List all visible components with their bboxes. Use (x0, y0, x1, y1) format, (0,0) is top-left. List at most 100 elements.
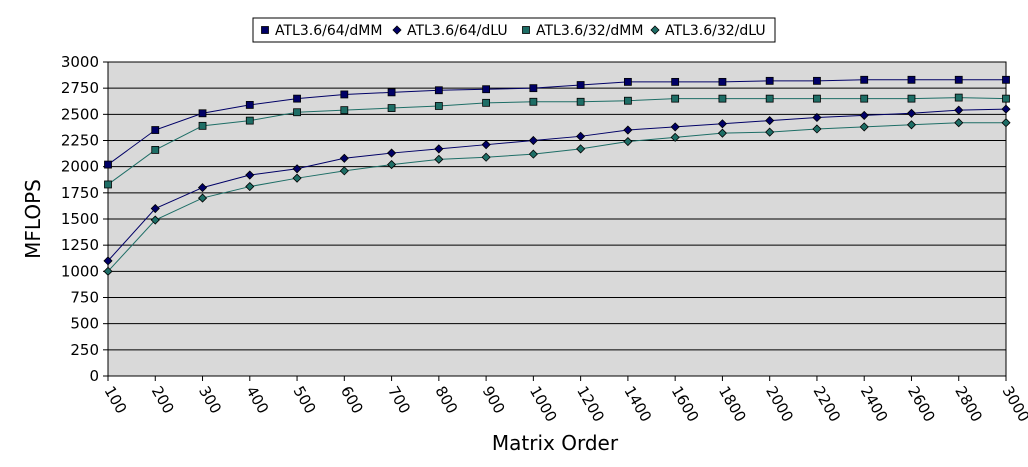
data-point (245, 170, 255, 180)
data-point (1001, 118, 1011, 128)
data-point (197, 193, 208, 203)
x-tick-label: 2400 (857, 383, 892, 425)
series-line (107, 108, 1007, 262)
x-tick-label: 400 (242, 383, 272, 417)
data-point (198, 109, 207, 118)
legend-label: ATL3.6/32/dMM (536, 23, 643, 39)
data-point (812, 112, 822, 123)
data-point (765, 116, 775, 126)
data-point (623, 136, 633, 147)
data-point (481, 152, 491, 162)
x-tick-label: 2200 (809, 383, 844, 425)
data-point (481, 140, 491, 150)
data-point (292, 173, 302, 183)
data-point (150, 215, 160, 225)
data-point (670, 122, 680, 132)
data-point (340, 90, 349, 99)
x-tick-label: 1200 (573, 383, 608, 425)
data-point (150, 203, 160, 214)
data-point (292, 164, 302, 174)
legend-box (252, 17, 776, 43)
data-point (576, 81, 585, 89)
y-tick-label: 1750 (61, 184, 99, 202)
data-point (765, 94, 774, 103)
x-tick-label: 500 (290, 383, 320, 417)
data-point (293, 94, 301, 103)
x-tick-label: 2000 (762, 383, 797, 425)
data-point (245, 181, 255, 192)
legend: ATL3.6/64/dMM ATL3.6/64/dLU ATL3.6/32/dMM A… (252, 17, 776, 43)
y-tick-label: 2750 (61, 79, 99, 97)
data-point (623, 77, 632, 86)
x-tick-label: 3000 (999, 383, 1028, 425)
legend-label: ATL3.6/64/dMM (275, 23, 382, 39)
y-tick-label: 750 (70, 289, 99, 307)
data-point (104, 180, 112, 189)
data-point (671, 77, 680, 86)
x-tick-label: 600 (337, 383, 367, 417)
data-point (434, 154, 444, 164)
x-tick-label: 1400 (620, 383, 655, 425)
data-point (104, 160, 112, 169)
x-tick-label: 800 (431, 383, 461, 417)
x-tick-label: 1600 (668, 383, 703, 425)
data-point (859, 122, 869, 132)
data-point (245, 101, 254, 109)
data-point (1002, 94, 1010, 103)
data-point (717, 128, 727, 138)
data-point (340, 106, 349, 115)
data-point (387, 88, 396, 97)
data-point (482, 85, 491, 94)
x-tick-label: 100 (101, 383, 131, 417)
data-point (482, 98, 491, 107)
y-tick-label: 2500 (61, 105, 99, 123)
x-axis-title: Matrix Order (492, 431, 619, 455)
data-point (623, 125, 633, 135)
data-point (1001, 104, 1011, 114)
series-group (103, 75, 1011, 276)
data-point (529, 84, 538, 93)
x-tick-label: 700 (384, 383, 414, 417)
legend-label: ATL3.6/64/dLU (407, 23, 508, 39)
legend-marker (392, 25, 402, 35)
data-point (860, 75, 869, 84)
data-point (623, 96, 632, 105)
y-tick-label: 1000 (61, 262, 99, 280)
x-tick-label: 1800 (715, 383, 750, 425)
data-point (151, 126, 160, 134)
data-point (907, 94, 916, 103)
x-tick-label: 2600 (904, 383, 939, 425)
data-point (670, 132, 680, 142)
data-point (954, 105, 964, 115)
data-point (859, 110, 869, 120)
series-line (107, 79, 1006, 165)
y-tick-label: 2250 (61, 132, 99, 150)
data-point (954, 118, 964, 128)
data-point (387, 148, 397, 158)
y-tick-label: 2000 (61, 158, 99, 176)
data-point (1002, 75, 1010, 84)
data-point (860, 94, 869, 103)
data-point (765, 127, 775, 137)
series-3 (104, 93, 1010, 189)
data-point (576, 97, 585, 106)
series-4 (103, 118, 1011, 276)
data-point (906, 108, 917, 118)
data-point (813, 76, 821, 85)
legend-label: ATL3.6/32/dLU (665, 23, 766, 39)
data-point (954, 93, 963, 102)
y-axis-ticks: 0 250 500 750 1000 1250 1500 1750 2000 2250 2500 27… (61, 53, 108, 385)
data-point (765, 76, 774, 85)
data-point (151, 146, 160, 154)
data-point (434, 102, 443, 110)
gridlines (108, 87, 1006, 351)
data-point (576, 144, 586, 154)
data-point (954, 75, 963, 84)
data-point (339, 153, 349, 163)
x-tick-label: 200 (148, 383, 178, 417)
y-tick-label: 500 (70, 315, 99, 333)
legend-marker (522, 26, 530, 34)
data-point (103, 266, 113, 276)
data-point (907, 75, 916, 84)
